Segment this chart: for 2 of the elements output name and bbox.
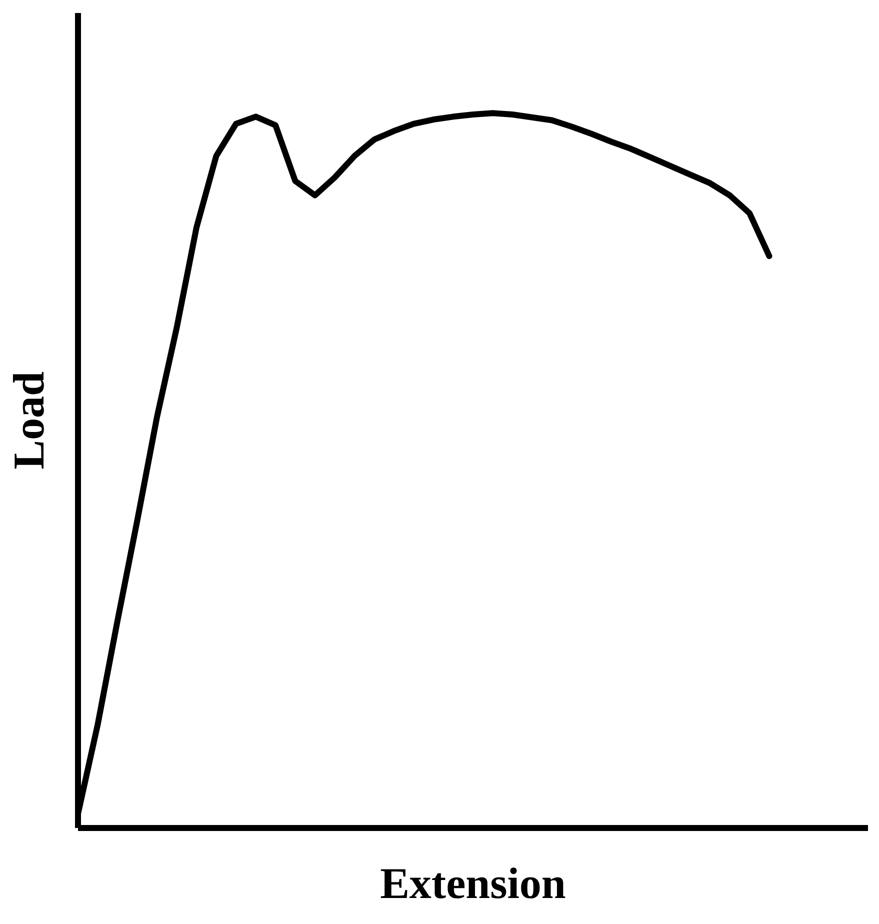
y-axis-title: Load: [4, 372, 54, 470]
x-axis-title: Extension: [380, 859, 566, 908]
